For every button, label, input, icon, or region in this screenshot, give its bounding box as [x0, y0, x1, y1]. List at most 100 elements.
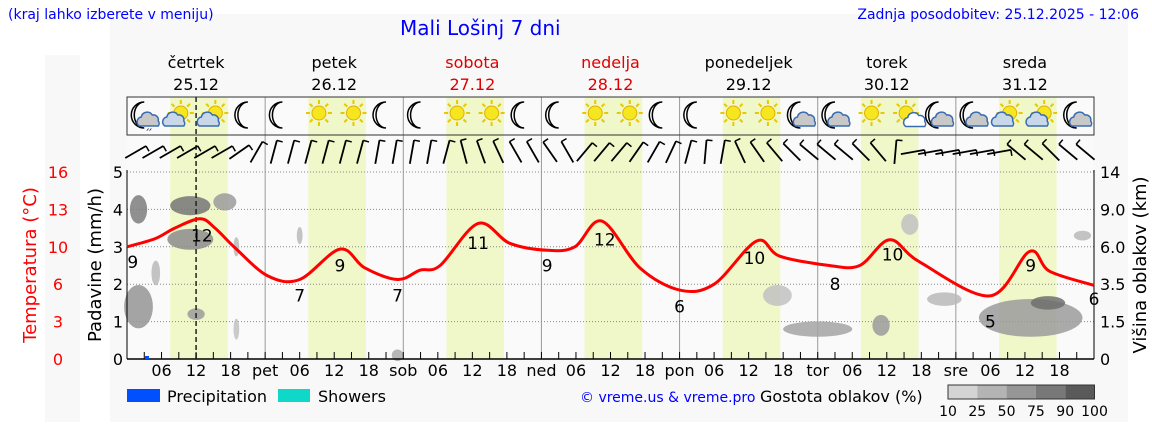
- x-day-label: tor: [806, 361, 829, 380]
- sun-ray: [999, 103, 1005, 108]
- wind-shaft: [508, 141, 523, 163]
- x-hour-label: 06: [428, 361, 448, 380]
- wind-shaft: [935, 149, 960, 155]
- wind-feather: [197, 145, 202, 152]
- wind-barb-icon: [576, 142, 598, 162]
- wind-shaft: [593, 142, 611, 162]
- wind-barb-icon: [734, 137, 746, 164]
- day-date: 28.12: [588, 75, 634, 94]
- wind-shaft: [799, 143, 819, 161]
- sun-ray: [773, 103, 778, 108]
- moon-shape: [924, 101, 939, 129]
- cloud-height-tick: 0: [1100, 350, 1110, 369]
- wind-feather: [642, 141, 649, 147]
- wind-feather: [476, 137, 483, 142]
- wind-feather: [145, 145, 150, 152]
- wind-shaft: [893, 139, 898, 165]
- cloud-density-blob: [901, 213, 919, 235]
- x-hour-label: 18: [635, 361, 655, 380]
- x-hour-label: 12: [877, 361, 897, 380]
- showers-legend-label: Showers: [318, 387, 386, 406]
- precip-tick: 4: [113, 200, 123, 219]
- sun-ray: [896, 118, 901, 123]
- x-hour-label: 12: [1015, 361, 1035, 380]
- x-hour-label: 12: [186, 361, 206, 380]
- day-date: 29.12: [726, 75, 772, 94]
- wind-barb-icon: [703, 139, 713, 165]
- temp-extreme-label: 9: [542, 257, 553, 277]
- wind-feather: [659, 140, 666, 146]
- x-hour-label: 12: [462, 361, 482, 380]
- sun-disc: [345, 105, 361, 121]
- sun-ray: [723, 103, 728, 108]
- cloud-density-blob: [170, 196, 211, 216]
- wind-shaft: [1006, 143, 1027, 161]
- moon-cloud-icon: [959, 101, 989, 129]
- cloud-shape: [792, 111, 817, 127]
- sun-ray: [497, 118, 502, 123]
- wind-feather: [262, 140, 269, 146]
- cloud-density-blob: [167, 228, 214, 250]
- moon-shape: [544, 101, 559, 129]
- cloud-shape: [965, 111, 989, 127]
- cloud-density-blob: [927, 292, 962, 306]
- x-day-label: sre: [944, 361, 968, 380]
- cloud-height-tick: 3.5: [1100, 275, 1125, 294]
- sun-ray: [877, 103, 882, 108]
- day-date: 27.12: [449, 75, 495, 94]
- x-hour-label: 18: [911, 361, 931, 380]
- x-day-label: ned: [526, 361, 556, 380]
- sun-ray: [1049, 118, 1055, 123]
- precip-tick: 5: [113, 163, 123, 182]
- icon-row-frame: [126, 96, 1095, 136]
- cloud-height-tick: 14: [1100, 163, 1120, 182]
- temp-tick: 10: [48, 238, 68, 257]
- moon-icon: [544, 101, 559, 129]
- wind-barb-icon: [142, 145, 167, 159]
- wind-barb-icon: [1058, 139, 1078, 161]
- x-hour-label: 12: [600, 361, 620, 380]
- wind-shaft: [287, 140, 296, 164]
- copyright-link[interactable]: © vreme.us & vreme.pro: [580, 390, 755, 406]
- wind-barb-icon: [869, 138, 887, 162]
- moon-shape: [786, 101, 801, 129]
- moon-shape: [1062, 101, 1077, 129]
- sun-ray: [758, 118, 763, 123]
- sun-icon: [305, 100, 332, 126]
- cloud-shape: [990, 111, 1015, 127]
- cloud-density-blob: [151, 260, 161, 286]
- location-hint[interactable]: (kraj lahko izberete v meniju): [8, 7, 214, 23]
- x-day-label: pet: [252, 361, 278, 380]
- temp-extreme-label: 9: [1025, 257, 1036, 277]
- sun-ray: [220, 103, 226, 108]
- temp-extreme-label: 6: [1089, 290, 1100, 310]
- sun-ray: [170, 103, 176, 108]
- cloud-height-tick: 9.0: [1100, 200, 1125, 219]
- precip-tick: 2: [113, 275, 123, 294]
- x-hour-label: 12: [324, 361, 344, 380]
- sun-ray: [739, 103, 744, 108]
- wind-feather: [734, 137, 741, 142]
- sun-ray: [739, 118, 744, 123]
- sun-small-cloud-icon: [893, 100, 927, 128]
- day-name: sreda: [1003, 53, 1047, 72]
- x-hour-label: 06: [566, 361, 586, 380]
- wind-shaft: [526, 141, 540, 163]
- temp-extreme-label: 6: [674, 298, 685, 318]
- wind-shaft: [665, 140, 677, 164]
- precipitation-legend-label: Precipitation: [167, 387, 267, 406]
- temp-extreme-label: 9: [335, 257, 346, 277]
- wind-barb-icon: [338, 139, 352, 164]
- wind-barb-icon: [228, 144, 254, 160]
- temp-extreme-label: 10: [744, 249, 766, 269]
- sun-ray: [359, 118, 364, 123]
- sun-disc: [622, 105, 638, 121]
- cloud-shape: [902, 111, 927, 128]
- wind-barb-icon: [665, 140, 682, 164]
- wind-shaft: [719, 140, 726, 164]
- sun-ray: [309, 103, 314, 108]
- x-hour-label: 06: [704, 361, 724, 380]
- wind-barb-icon: [508, 137, 523, 163]
- wind-feather: [1041, 138, 1048, 145]
